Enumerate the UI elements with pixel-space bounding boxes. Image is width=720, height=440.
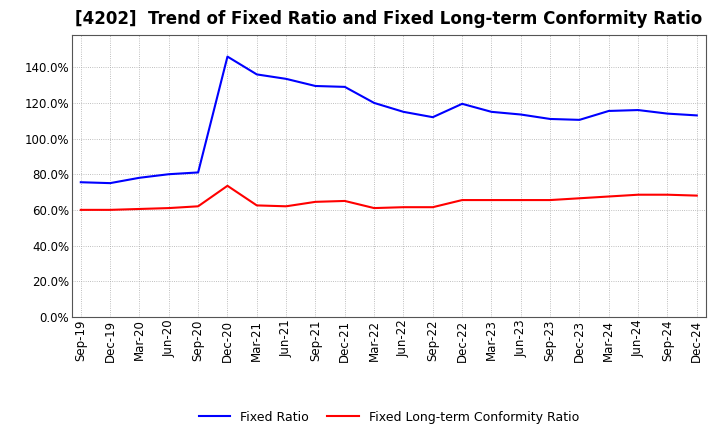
Fixed Ratio <box>546 116 554 121</box>
Fixed Ratio <box>253 72 261 77</box>
Fixed Ratio <box>76 180 85 185</box>
Fixed Long-term Conformity Ratio <box>223 183 232 188</box>
Fixed Ratio <box>458 101 467 106</box>
Fixed Ratio <box>693 113 701 118</box>
Fixed Ratio <box>370 100 379 106</box>
Fixed Long-term Conformity Ratio <box>106 207 114 213</box>
Fixed Ratio <box>106 180 114 186</box>
Fixed Ratio <box>634 107 642 113</box>
Fixed Long-term Conformity Ratio <box>135 206 144 212</box>
Fixed Ratio <box>164 172 173 177</box>
Line: Fixed Ratio: Fixed Ratio <box>81 57 697 183</box>
Fixed Long-term Conformity Ratio <box>282 204 290 209</box>
Fixed Ratio <box>428 114 437 120</box>
Fixed Ratio <box>223 54 232 59</box>
Fixed Long-term Conformity Ratio <box>311 199 320 205</box>
Fixed Long-term Conformity Ratio <box>663 192 672 198</box>
Fixed Long-term Conformity Ratio <box>164 205 173 211</box>
Title: [4202]  Trend of Fixed Ratio and Fixed Long-term Conformity Ratio: [4202] Trend of Fixed Ratio and Fixed Lo… <box>75 10 703 28</box>
Fixed Ratio <box>311 83 320 88</box>
Fixed Ratio <box>663 111 672 116</box>
Fixed Long-term Conformity Ratio <box>634 192 642 198</box>
Fixed Ratio <box>516 112 525 117</box>
Fixed Ratio <box>194 170 202 175</box>
Fixed Long-term Conformity Ratio <box>546 198 554 203</box>
Fixed Long-term Conformity Ratio <box>370 205 379 211</box>
Fixed Long-term Conformity Ratio <box>575 196 584 201</box>
Fixed Long-term Conformity Ratio <box>253 203 261 208</box>
Fixed Long-term Conformity Ratio <box>76 207 85 213</box>
Fixed Ratio <box>487 109 496 114</box>
Fixed Long-term Conformity Ratio <box>399 205 408 210</box>
Fixed Long-term Conformity Ratio <box>428 205 437 210</box>
Fixed Long-term Conformity Ratio <box>341 198 349 204</box>
Fixed Long-term Conformity Ratio <box>194 204 202 209</box>
Line: Fixed Long-term Conformity Ratio: Fixed Long-term Conformity Ratio <box>81 186 697 210</box>
Fixed Ratio <box>399 109 408 114</box>
Fixed Long-term Conformity Ratio <box>693 193 701 198</box>
Fixed Long-term Conformity Ratio <box>516 198 525 203</box>
Fixed Long-term Conformity Ratio <box>605 194 613 199</box>
Fixed Ratio <box>282 76 290 81</box>
Fixed Long-term Conformity Ratio <box>487 198 496 203</box>
Fixed Long-term Conformity Ratio <box>458 198 467 203</box>
Fixed Ratio <box>575 117 584 122</box>
Fixed Ratio <box>605 108 613 114</box>
Legend: Fixed Ratio, Fixed Long-term Conformity Ratio: Fixed Ratio, Fixed Long-term Conformity … <box>194 406 584 429</box>
Fixed Ratio <box>135 175 144 180</box>
Fixed Ratio <box>341 84 349 89</box>
